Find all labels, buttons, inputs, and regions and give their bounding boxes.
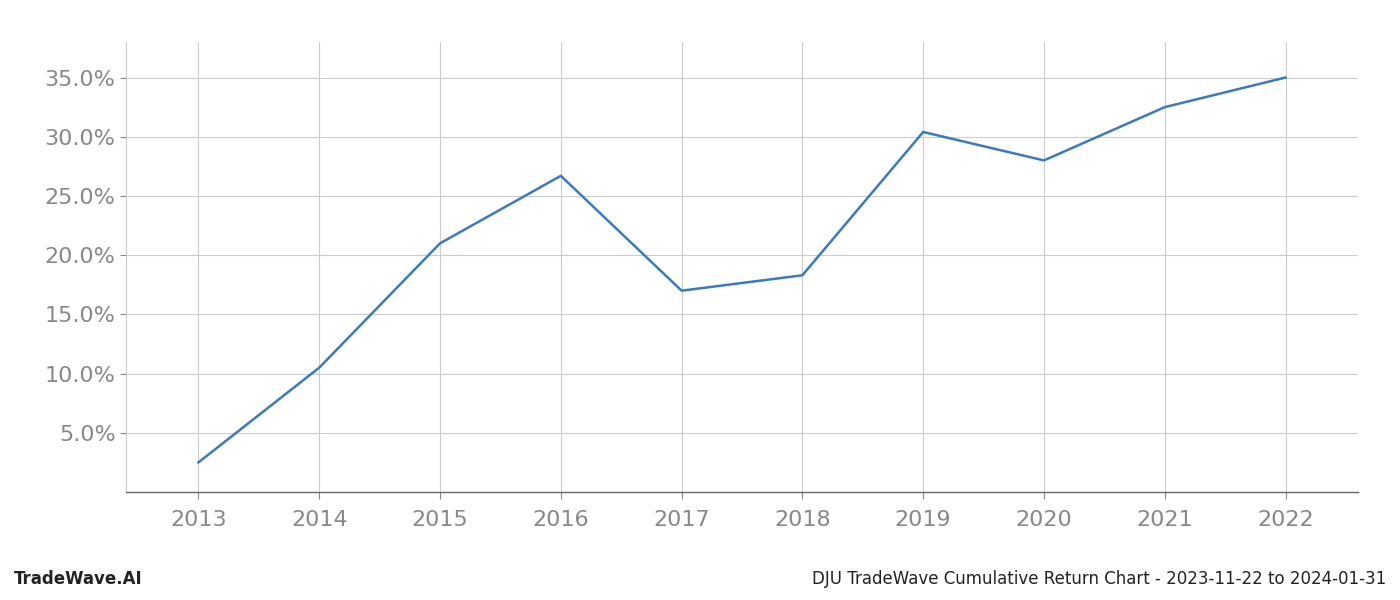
Text: TradeWave.AI: TradeWave.AI — [14, 570, 143, 588]
Text: DJU TradeWave Cumulative Return Chart - 2023-11-22 to 2024-01-31: DJU TradeWave Cumulative Return Chart - … — [812, 570, 1386, 588]
